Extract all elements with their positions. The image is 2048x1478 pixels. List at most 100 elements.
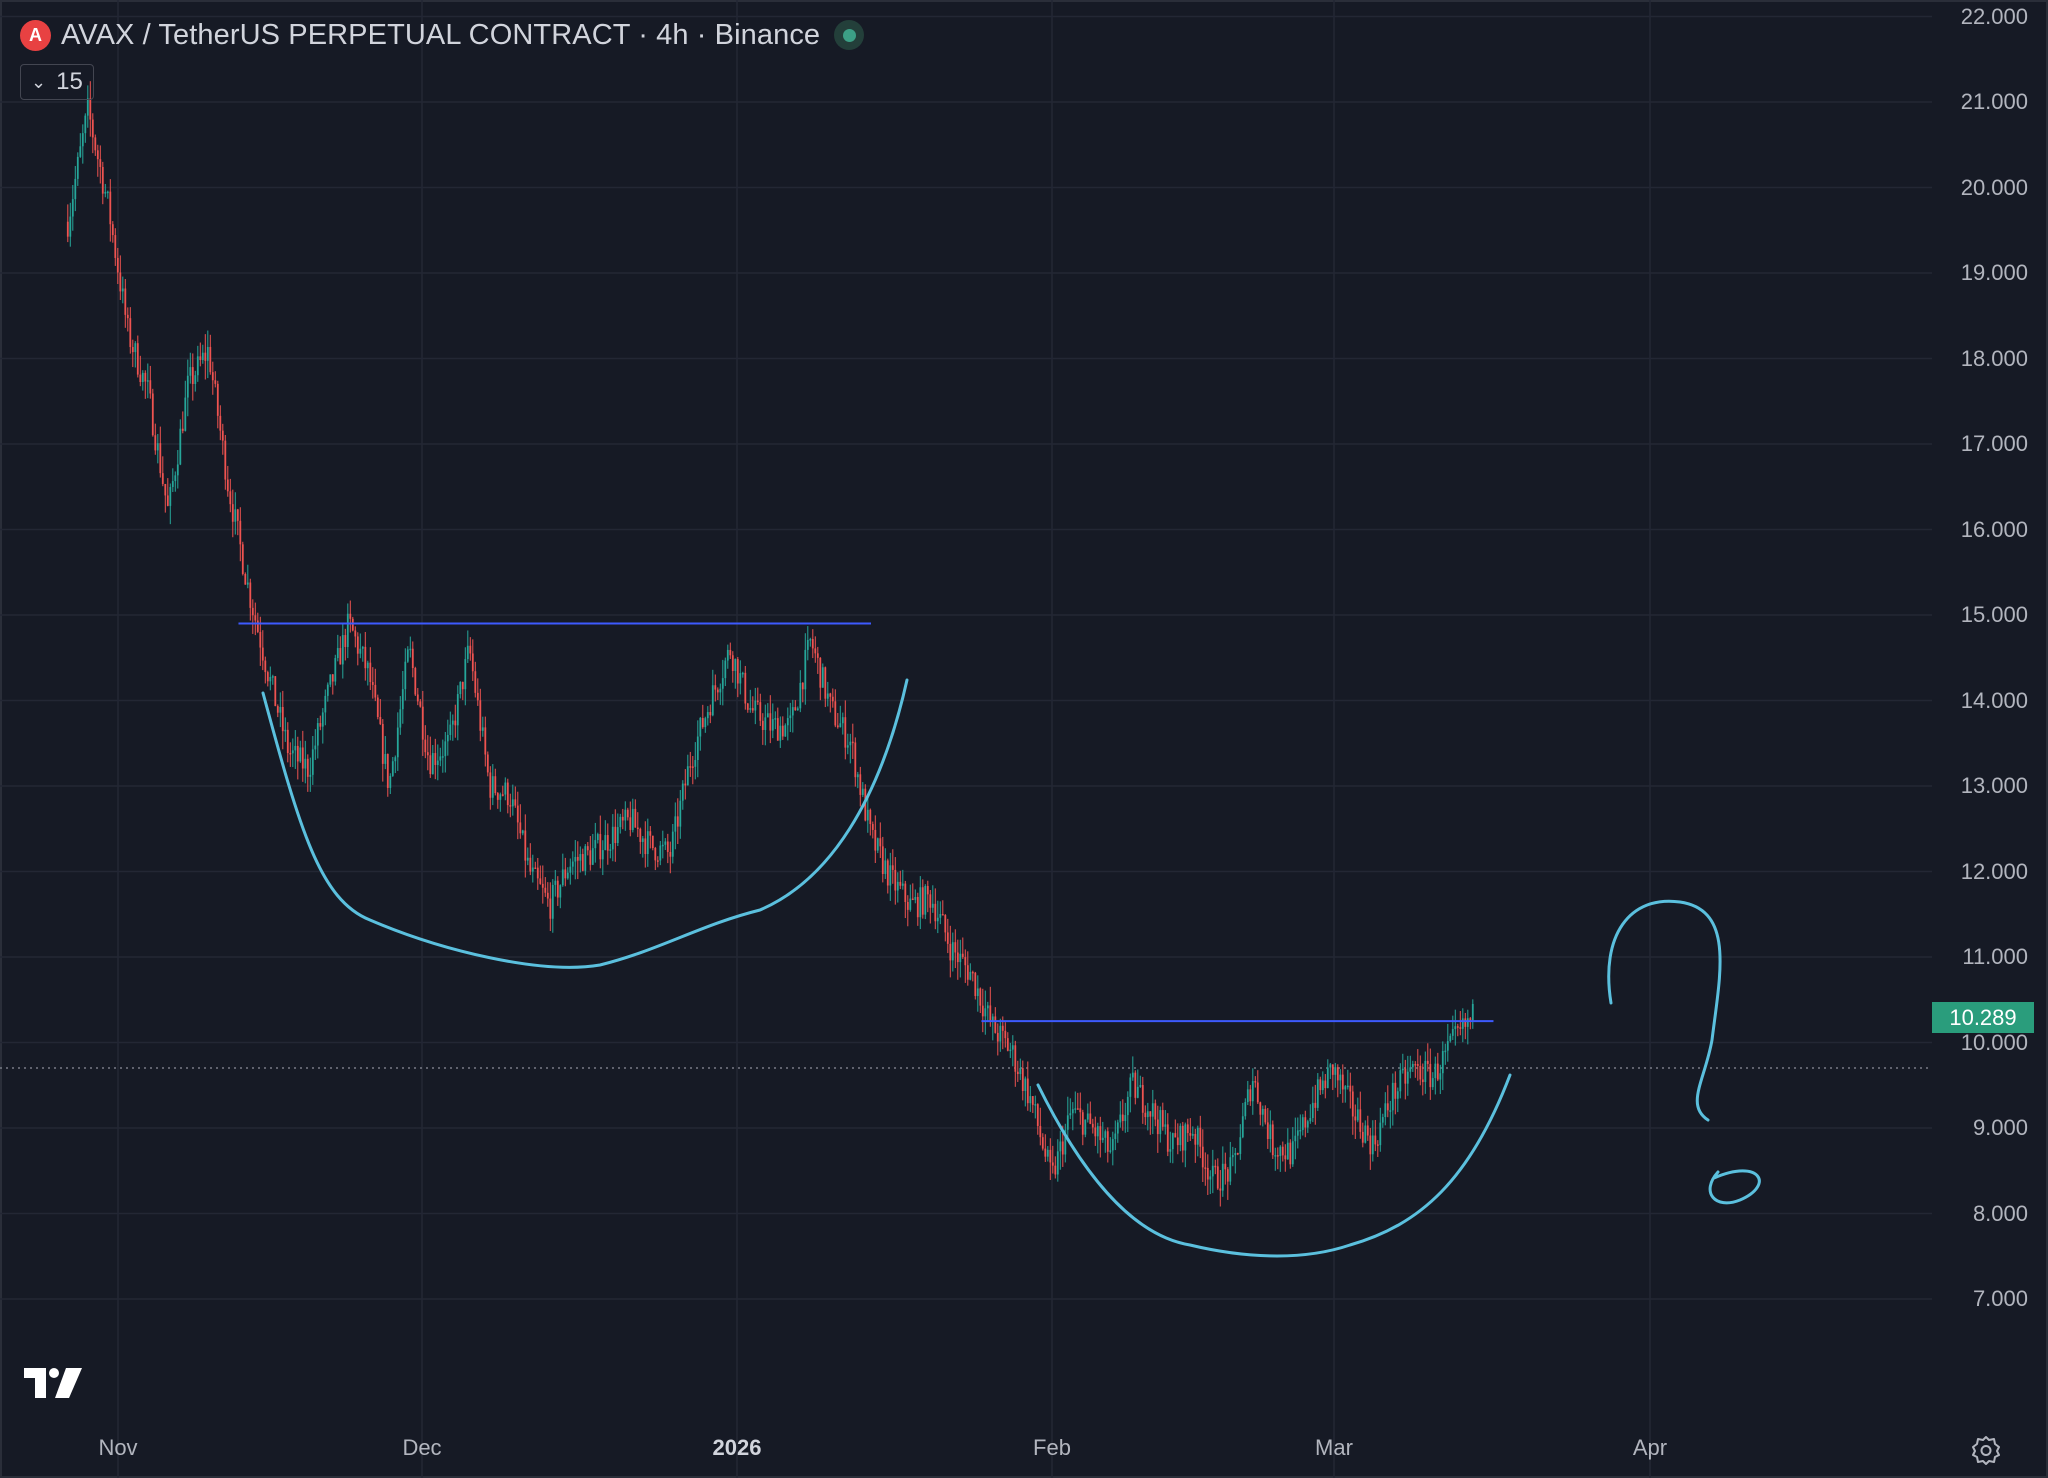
candle-body bbox=[796, 708, 799, 711]
candle-body bbox=[426, 752, 429, 756]
tradingview-logo-icon[interactable] bbox=[24, 1368, 86, 1400]
candle-body bbox=[826, 693, 829, 699]
candle-body bbox=[1221, 1163, 1224, 1191]
candle-body bbox=[1301, 1117, 1304, 1130]
candle-body bbox=[1156, 1119, 1159, 1135]
candle-body bbox=[151, 393, 154, 436]
candle-body bbox=[1251, 1081, 1254, 1102]
candle-body bbox=[346, 613, 349, 648]
candle-body bbox=[804, 649, 807, 690]
candle-body bbox=[269, 676, 272, 682]
candle-body bbox=[1129, 1077, 1132, 1097]
candle-body bbox=[1176, 1137, 1179, 1146]
candle-body bbox=[904, 883, 907, 903]
candle-body bbox=[1354, 1116, 1357, 1121]
candle-body bbox=[961, 953, 964, 958]
price-tick-label: 12.000 bbox=[1960, 858, 2028, 884]
candle-body bbox=[469, 645, 472, 654]
candle-body bbox=[434, 753, 437, 765]
candle-body bbox=[874, 829, 877, 851]
candle-body bbox=[489, 772, 492, 798]
candle-body bbox=[1421, 1079, 1424, 1083]
candle-body bbox=[749, 708, 752, 710]
candle-body bbox=[1454, 1026, 1457, 1030]
candle-body bbox=[1079, 1108, 1082, 1113]
candle-body bbox=[651, 835, 654, 849]
price-tick-label: 20.000 bbox=[1960, 174, 2028, 200]
candle-body bbox=[819, 657, 822, 688]
candle-body bbox=[566, 872, 569, 879]
candle-body bbox=[1311, 1102, 1314, 1119]
candle-body bbox=[769, 713, 772, 731]
candle-body bbox=[259, 631, 262, 648]
candle-body bbox=[444, 741, 447, 757]
candle-body bbox=[1249, 1089, 1252, 1102]
candle-body bbox=[266, 672, 269, 682]
candle-body bbox=[1371, 1135, 1374, 1155]
candle-body bbox=[1069, 1113, 1072, 1116]
candle-body bbox=[916, 896, 919, 918]
candle-body bbox=[316, 723, 319, 746]
candle-body bbox=[349, 613, 352, 619]
candle-body bbox=[214, 380, 217, 384]
candle-body bbox=[431, 753, 434, 775]
candle-body bbox=[554, 880, 557, 885]
candle-body bbox=[226, 479, 229, 492]
candle-body bbox=[1036, 1104, 1039, 1126]
settings-gear-icon[interactable] bbox=[1971, 1435, 2001, 1465]
candle-body bbox=[861, 788, 864, 795]
avax-logo-icon: A bbox=[20, 19, 51, 51]
candle-body bbox=[1276, 1155, 1279, 1157]
market-status-icon[interactable] bbox=[834, 20, 865, 50]
candle-body bbox=[714, 685, 717, 690]
candle-body bbox=[866, 809, 869, 821]
candle-body bbox=[894, 869, 897, 891]
candle-body bbox=[1201, 1146, 1204, 1168]
candle-body bbox=[344, 635, 347, 648]
candle-body bbox=[924, 886, 927, 915]
candle-body bbox=[381, 723, 384, 764]
candle-body bbox=[1326, 1067, 1329, 1089]
candle-body bbox=[1154, 1103, 1157, 1120]
rounded-bottom-drawing[interactable] bbox=[1036, 1073, 1512, 1258]
candle-body bbox=[1379, 1122, 1382, 1146]
symbol-title[interactable]: AVAX / TetherUS PERPETUAL CONTRACT · 4h … bbox=[61, 18, 821, 51]
candle-body bbox=[506, 782, 509, 806]
candle-body bbox=[99, 159, 102, 168]
indicators-collapse-button[interactable]: ⌄ 15 bbox=[20, 64, 94, 100]
candle-body bbox=[751, 708, 754, 711]
candle-body bbox=[1261, 1108, 1264, 1115]
candle-body bbox=[931, 903, 934, 908]
candle-body bbox=[474, 671, 477, 693]
candle-body bbox=[496, 793, 499, 800]
candle-body bbox=[716, 689, 719, 693]
candle-body bbox=[236, 509, 239, 521]
candle-body bbox=[756, 700, 759, 703]
candle-body bbox=[471, 653, 474, 672]
candle-body bbox=[524, 830, 527, 861]
candle-body bbox=[174, 475, 177, 482]
symbol-legend[interactable]: A AVAX / TetherUS PERPETUAL CONTRACT · 4… bbox=[20, 14, 865, 56]
rounded-bottom-drawing[interactable] bbox=[261, 678, 909, 969]
candle-body bbox=[1461, 1018, 1464, 1029]
candle-body bbox=[1009, 1049, 1012, 1052]
candle-body bbox=[314, 745, 317, 750]
candle-body bbox=[1264, 1108, 1267, 1123]
candle-body bbox=[1041, 1137, 1044, 1149]
candle-body bbox=[559, 885, 562, 898]
candle-body bbox=[176, 464, 179, 476]
candle-body bbox=[1241, 1116, 1244, 1138]
candle-body bbox=[1209, 1176, 1212, 1180]
candle-body bbox=[1124, 1115, 1127, 1122]
candle-body bbox=[1346, 1085, 1349, 1088]
candle-body bbox=[246, 582, 249, 585]
candle-body bbox=[464, 659, 467, 690]
candle-body bbox=[999, 1025, 1002, 1042]
candle-body bbox=[556, 880, 559, 898]
question-mark-drawing[interactable] bbox=[1607, 899, 1761, 1205]
candle-body bbox=[511, 799, 514, 807]
candle-body bbox=[846, 745, 849, 748]
candle-body bbox=[1164, 1124, 1167, 1127]
candle-body bbox=[451, 720, 454, 725]
